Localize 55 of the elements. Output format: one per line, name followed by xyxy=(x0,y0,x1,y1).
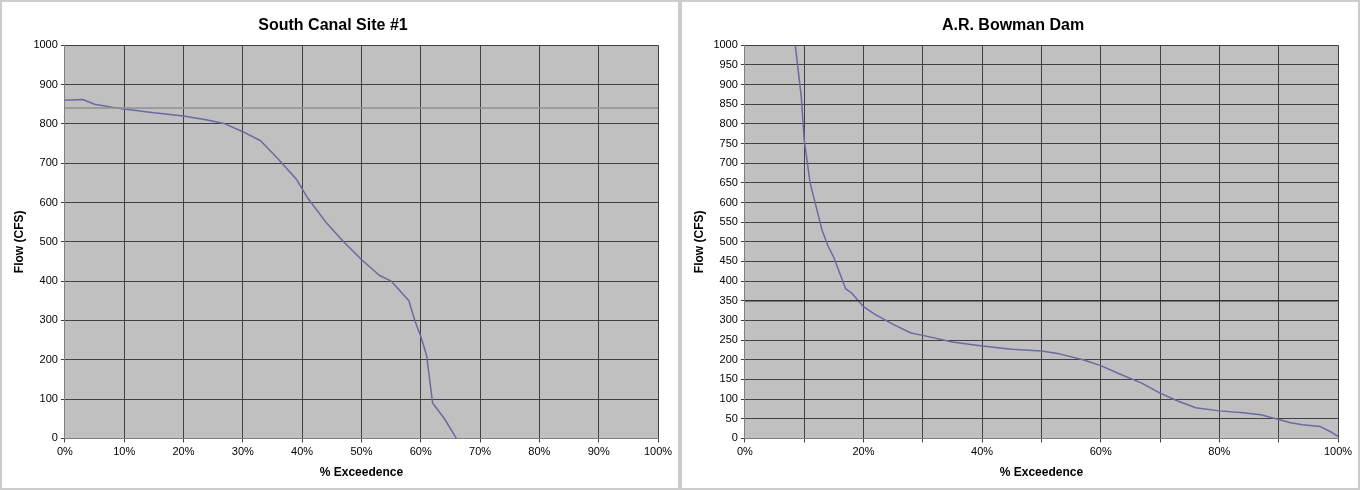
x-axis-title: % Exceedence xyxy=(999,465,1084,480)
y-tick-label: 100 xyxy=(39,392,58,405)
y-axis-title: Flow (CFS) xyxy=(11,210,26,274)
y-tick-label: 900 xyxy=(39,77,58,90)
y-tick-label: 250 xyxy=(719,333,738,346)
x-tick-label: 0% xyxy=(736,445,754,458)
y-tick-label: 500 xyxy=(719,234,738,247)
y-tick-label: 50 xyxy=(725,411,738,424)
x-tick-label: 20% xyxy=(852,445,875,458)
y-tick-label: 900 xyxy=(719,77,738,90)
x-tick-label: 60% xyxy=(1089,445,1112,458)
x-tick-label: 30% xyxy=(231,445,255,458)
x-tick-label: 20% xyxy=(172,445,195,458)
y-tick-label: 400 xyxy=(39,274,58,287)
y-tick-label: 800 xyxy=(719,116,738,129)
x-tick-label: 70% xyxy=(469,445,492,458)
y-tick-label: 300 xyxy=(39,313,58,326)
x-tick-label: 50% xyxy=(350,445,373,458)
x-tick-label: 60% xyxy=(409,445,432,458)
y-tick-label: 300 xyxy=(719,313,738,326)
chart-title: A.R. Bowman Dam xyxy=(941,16,1085,34)
y-tick-label: 700 xyxy=(719,156,738,169)
y-tick-label: 200 xyxy=(719,352,738,365)
x-tick-label: 80% xyxy=(1208,445,1231,458)
y-tick-label: 950 xyxy=(719,57,738,70)
y-tick-label: 350 xyxy=(719,293,738,306)
y-tick-label: 800 xyxy=(39,116,58,129)
x-tick-label: 80% xyxy=(528,445,551,458)
x-tick-label: 100% xyxy=(1323,445,1353,458)
chart-title: South Canal Site #1 xyxy=(258,16,408,34)
y-axis-title: Flow (CFS) xyxy=(691,210,706,274)
y-tick-label: 400 xyxy=(719,274,738,287)
x-axis-title: % Exceedence xyxy=(319,465,404,480)
x-tick-label: 40% xyxy=(971,445,994,458)
y-tick-label: 600 xyxy=(719,195,738,208)
y-tick-label: 750 xyxy=(719,136,738,149)
y-tick-label: 0 xyxy=(731,431,738,444)
y-tick-label: 500 xyxy=(39,234,58,247)
y-tick-label: 1000 xyxy=(713,38,738,51)
y-tick-label: 1000 xyxy=(33,38,58,51)
y-tick-label: 0 xyxy=(51,431,58,444)
y-tick-label: 150 xyxy=(719,372,738,385)
x-tick-label: 10% xyxy=(113,445,136,458)
x-tick-label: 40% xyxy=(291,445,314,458)
y-tick-label: 550 xyxy=(719,215,738,228)
y-tick-label: 650 xyxy=(719,175,738,188)
y-tick-label: 100 xyxy=(719,392,738,405)
x-tick-label: 0% xyxy=(56,445,74,458)
y-tick-label: 200 xyxy=(39,352,58,365)
y-tick-label: 450 xyxy=(719,254,738,267)
x-tick-label: 90% xyxy=(587,445,610,458)
y-tick-label: 700 xyxy=(39,156,58,169)
y-tick-label: 850 xyxy=(719,97,738,110)
x-tick-label: 100% xyxy=(643,445,673,458)
y-tick-label: 600 xyxy=(39,195,58,208)
